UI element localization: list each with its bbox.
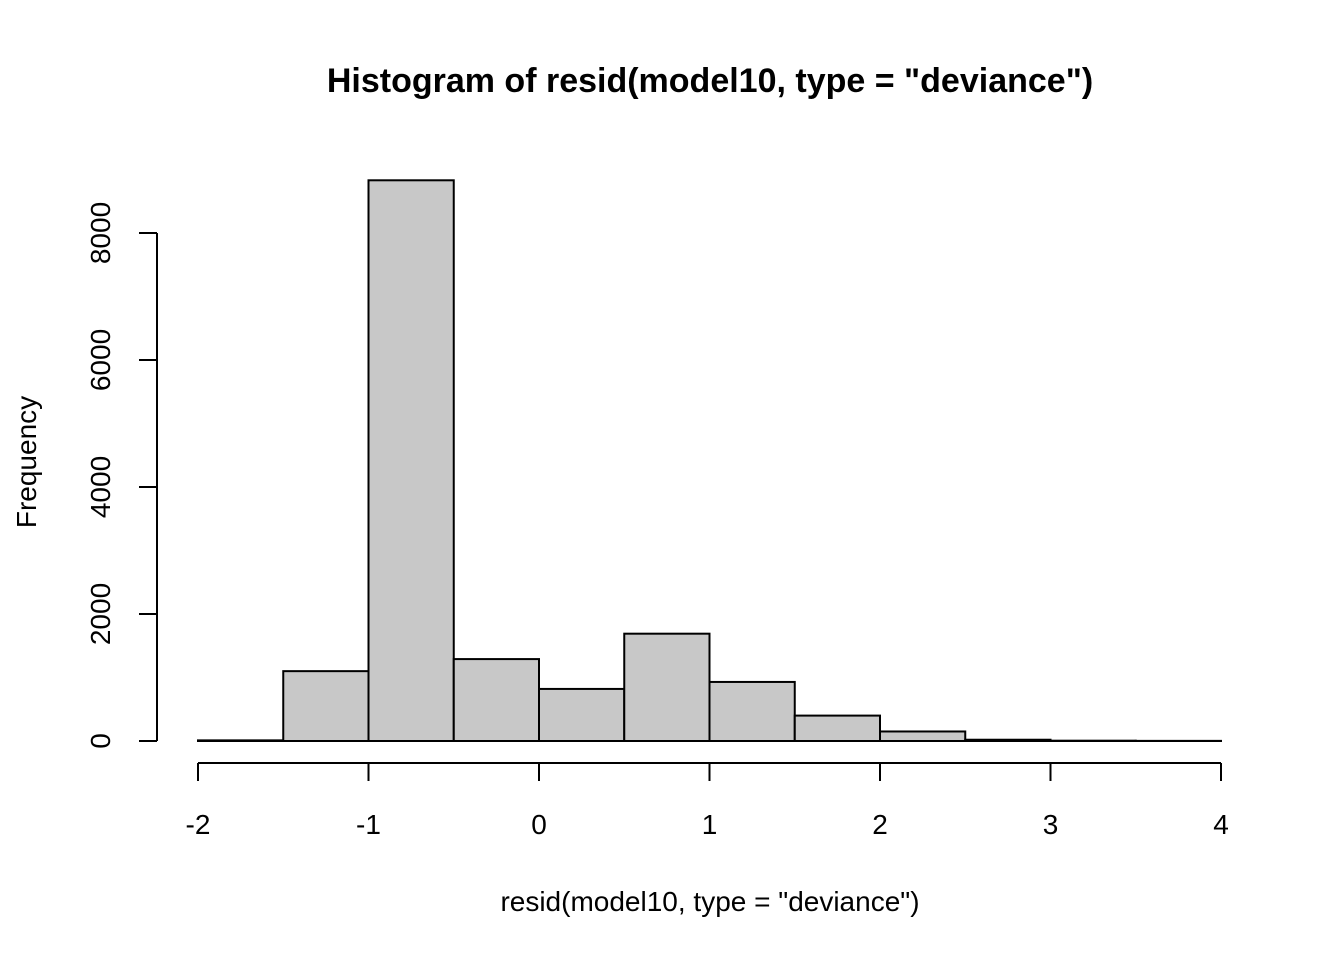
histogram-bar-7 — [793, 714, 881, 742]
x-axis-label: resid(model10, type = "deviance") — [500, 886, 919, 917]
x-tick-label-6: 4 — [1213, 809, 1229, 840]
histogram-bar-8 — [879, 730, 967, 742]
histogram-bar-6 — [708, 680, 796, 743]
x-tick-label-1: -1 — [356, 809, 381, 840]
histogram-bar-9 — [964, 738, 1052, 742]
y-tick-label-3: 6000 — [85, 329, 116, 391]
x-tick-label-2: 0 — [531, 809, 547, 840]
y-axis-label: Frequency — [11, 396, 42, 528]
x-tick-label-3: 1 — [702, 809, 718, 840]
histogram-bar-1 — [282, 670, 370, 743]
y-tick-label-2: 4000 — [85, 456, 116, 518]
x-tick-label-5: 3 — [1043, 809, 1059, 840]
y-tick-label-0: 0 — [85, 733, 116, 749]
x-axis: -2 -1 0 1 2 3 4 — [186, 762, 1229, 840]
y-axis: 0 2000 4000 6000 8000 — [85, 202, 158, 749]
histogram-bar-2 — [367, 179, 455, 743]
x-tick-label-0: -2 — [186, 809, 211, 840]
histogram-bar-0 — [197, 739, 285, 742]
bars-group — [197, 179, 1222, 743]
y-tick-label-1: 2000 — [85, 583, 116, 645]
histogram-bar-5 — [623, 632, 711, 742]
y-tick-label-4: 8000 — [85, 202, 116, 264]
histogram-bar-4 — [538, 687, 626, 742]
chart-title: Histogram of resid(model10, type = "devi… — [327, 62, 1093, 100]
histogram-bar-3 — [452, 658, 540, 743]
x-tick-label-4: 2 — [872, 809, 888, 840]
